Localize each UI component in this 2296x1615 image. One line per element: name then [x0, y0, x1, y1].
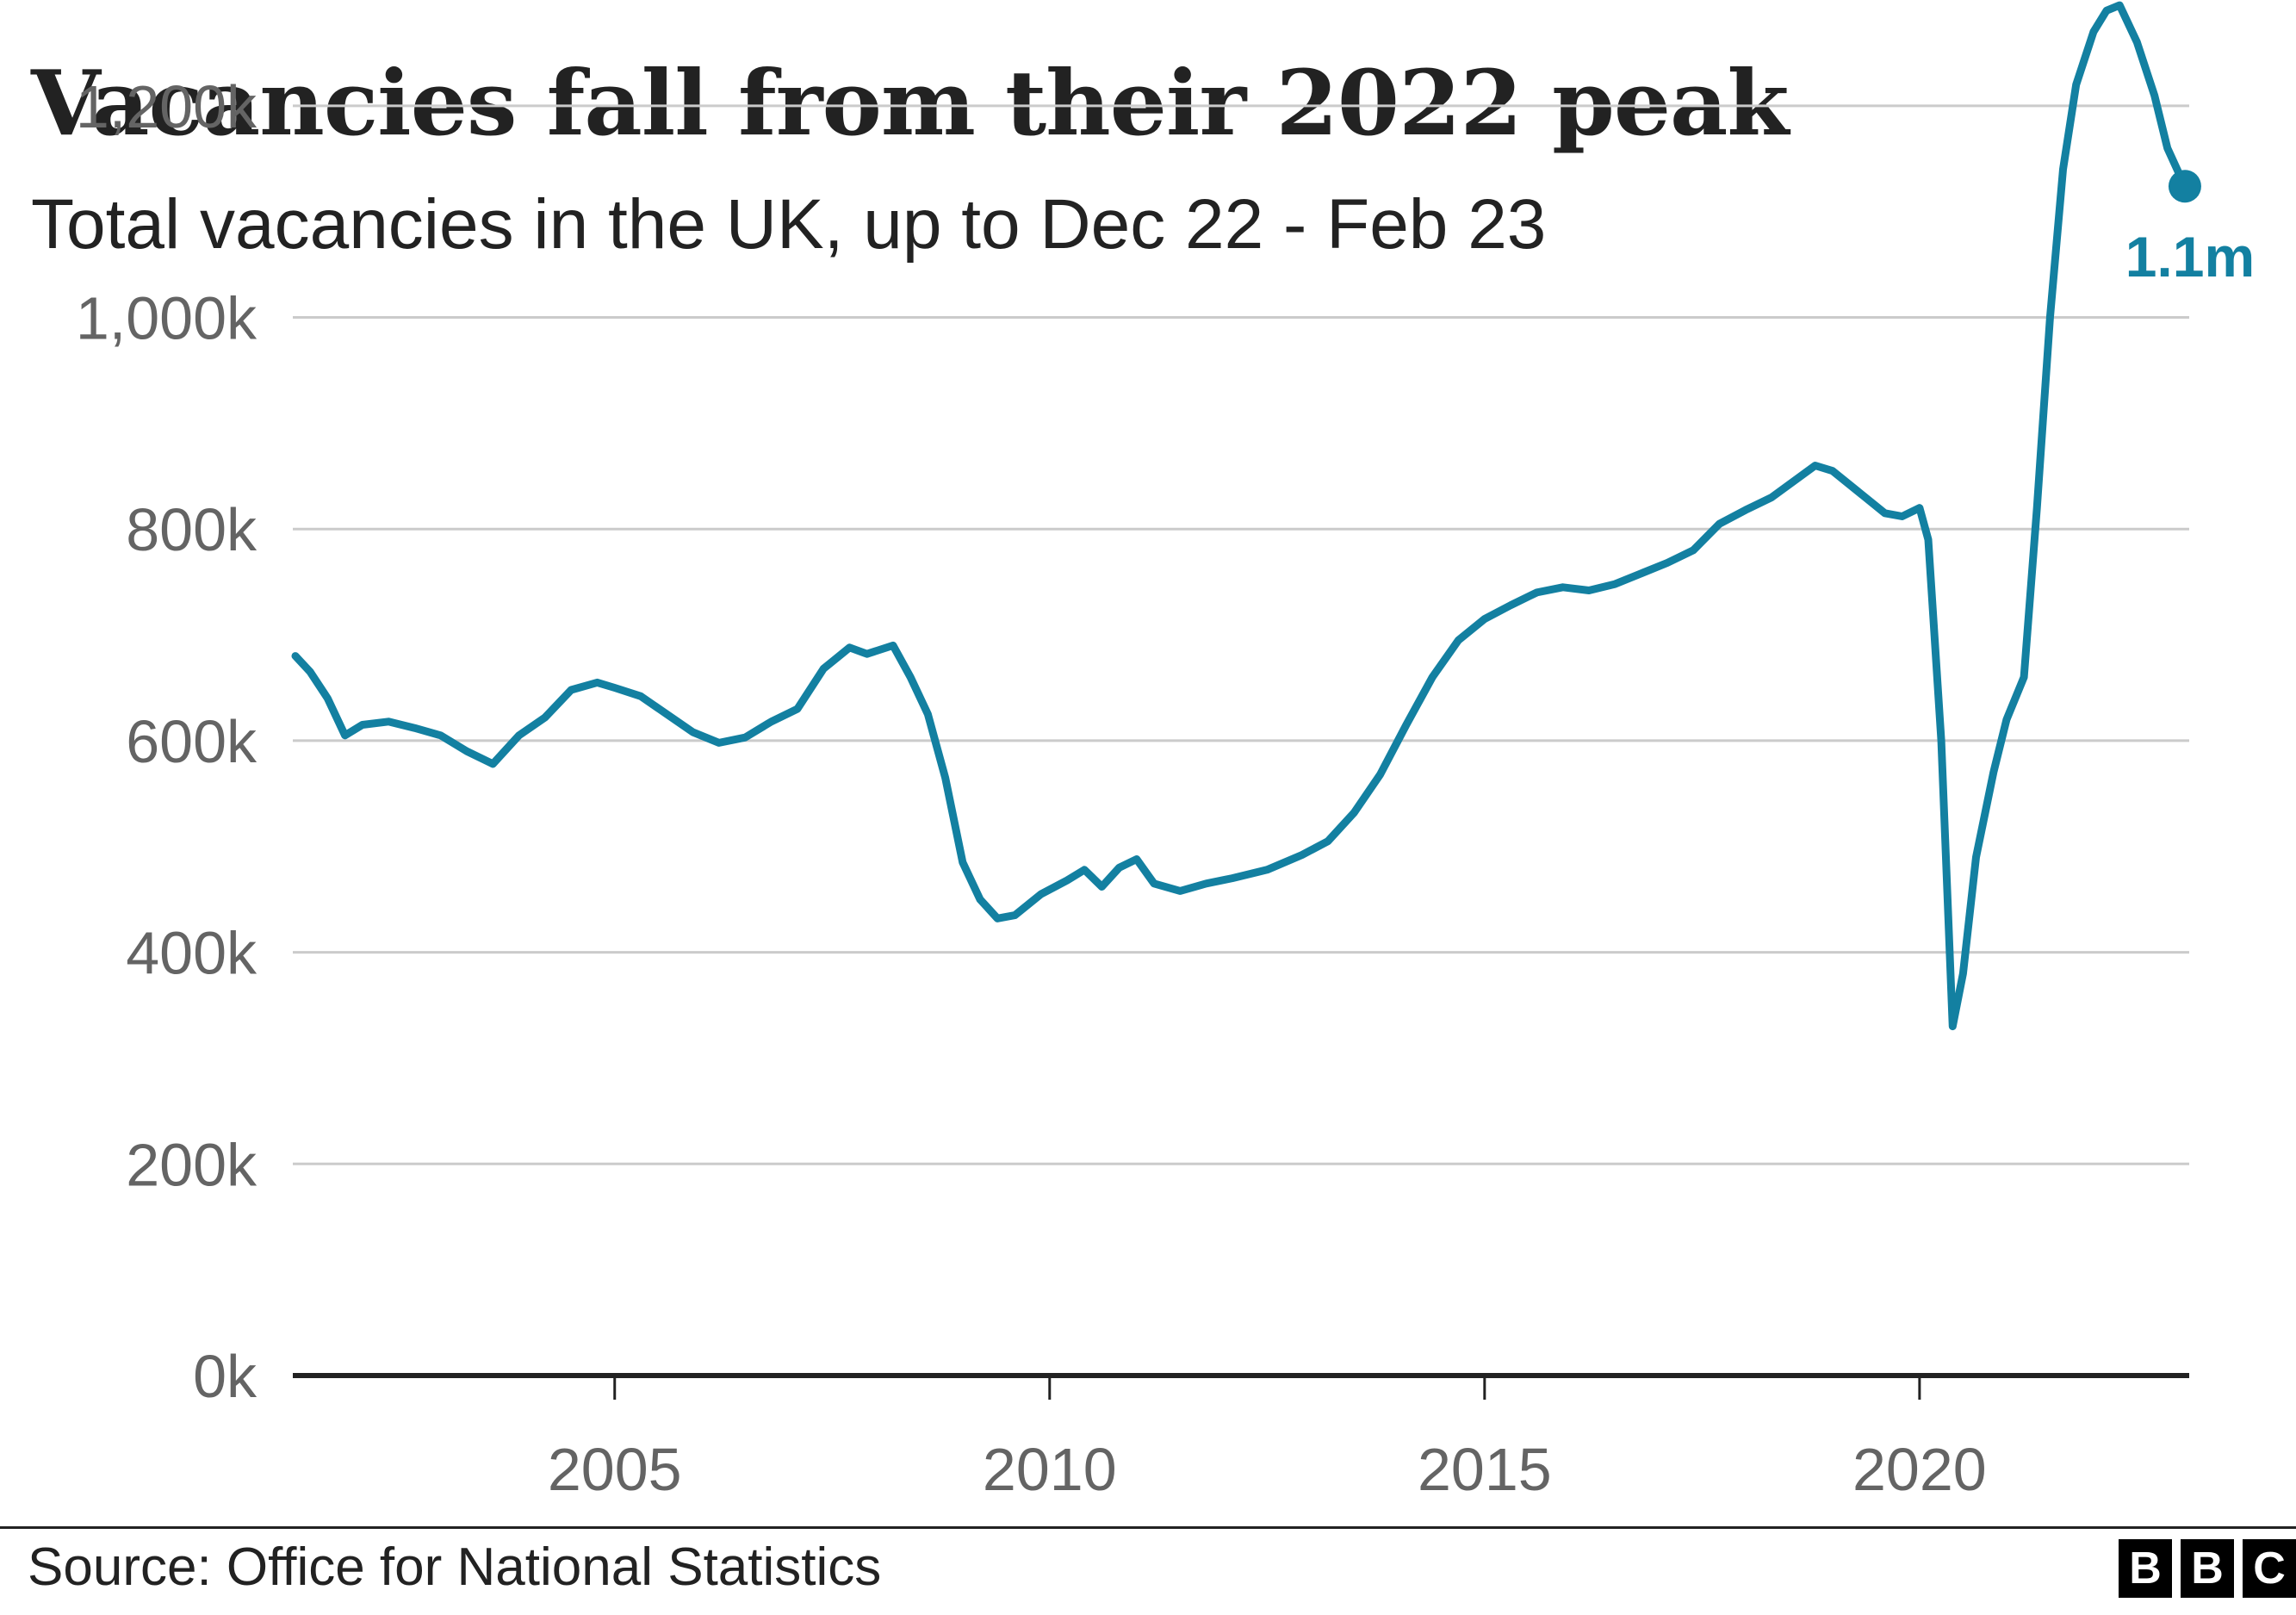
x-tick-label: 2015: [1418, 1436, 1552, 1503]
chart-subtitle: Total vacancies in the UK, up to Dec 22 …: [31, 185, 1547, 264]
y-tick-label: 1,200k: [76, 73, 258, 140]
x-axis: 2005 2010 2015 2020: [293, 1373, 2189, 1503]
x-tick-label: 2005: [548, 1436, 682, 1503]
y-tick-label: 1,000k: [76, 285, 258, 352]
x-tick-label: 2020: [1852, 1436, 1987, 1503]
y-tick-label: 0k: [193, 1343, 258, 1410]
source-note: Source: Office for National Statistics: [28, 1537, 882, 1597]
logo-letter: B: [2181, 1539, 2234, 1598]
y-axis-tick-labels: 0k 200k 400k 600k 800k 1,000k 1,200k: [76, 73, 258, 1410]
y-tick-label: 600k: [126, 708, 258, 775]
bbc-logo: B B C: [2119, 1539, 2296, 1598]
chart-title: Vacancies fall from their 2022 peak: [31, 50, 1789, 156]
series-line: [291, 1, 2189, 1031]
y-tick-label: 800k: [126, 496, 258, 563]
y-tick-label: 400k: [126, 920, 258, 987]
y-tick-label: 200k: [126, 1131, 258, 1198]
gridlines: [293, 104, 2189, 1165]
footer-divider: [0, 1526, 2296, 1529]
logo-letter: B: [2119, 1539, 2172, 1598]
series-group: 1.1m: [291, 1, 2255, 1031]
logo-letter: C: [2243, 1539, 2296, 1598]
x-tick-label: 2010: [983, 1436, 1117, 1503]
end-point-marker: [2168, 170, 2201, 203]
end-value-label: 1.1m: [2125, 225, 2255, 289]
